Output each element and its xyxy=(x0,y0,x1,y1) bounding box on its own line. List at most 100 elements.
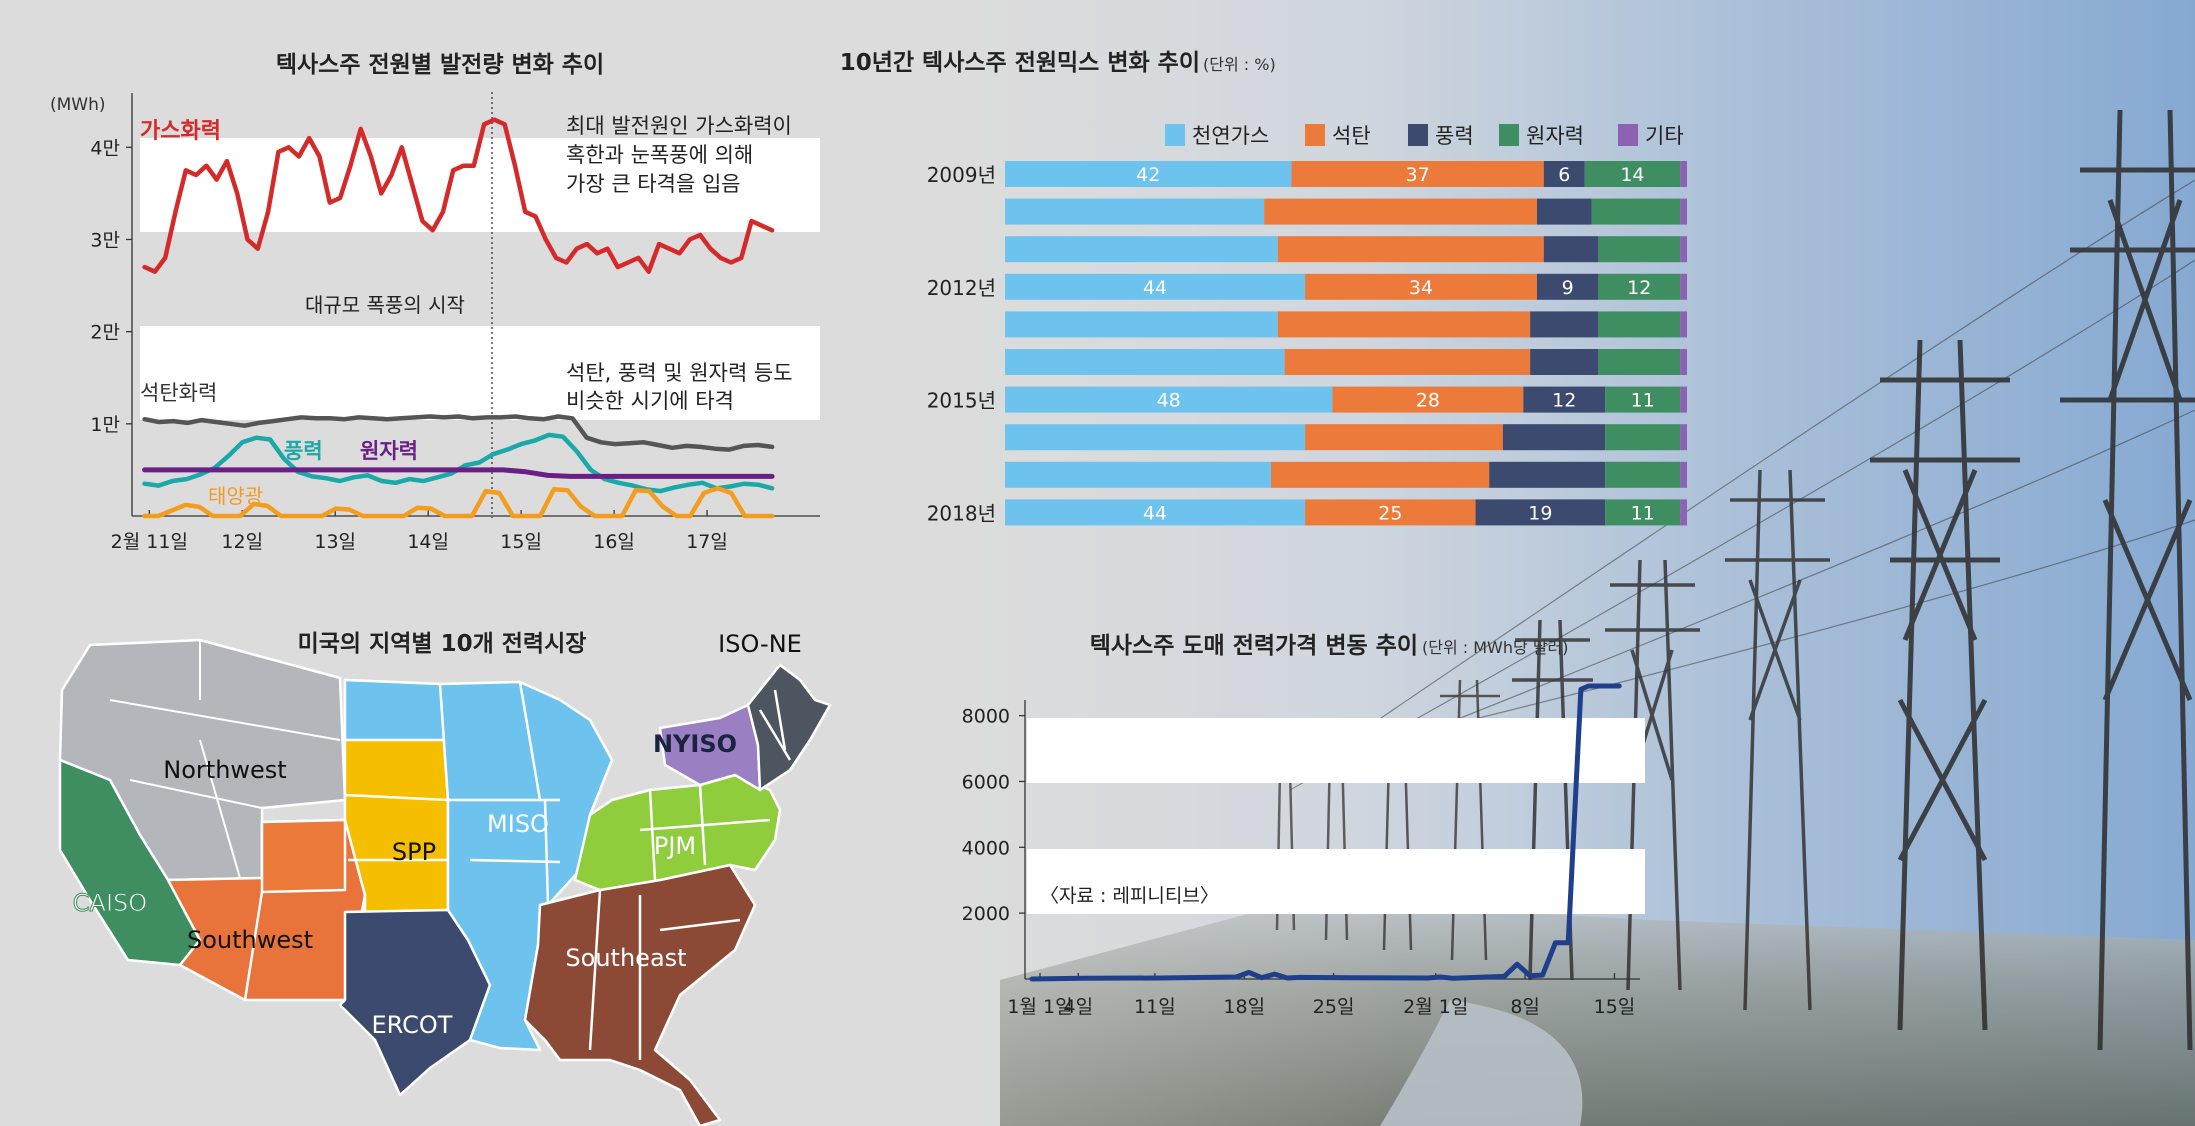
legend-item-gas: 천연가스 xyxy=(1165,124,1269,148)
x-tick-label: 2월 1일 xyxy=(1403,996,1468,1018)
legend-item-other: 기타 xyxy=(1618,124,1684,148)
mix-segment-nuclear xyxy=(1598,349,1681,375)
series-line-gas xyxy=(142,117,775,274)
mix-segment-wind xyxy=(1475,499,1606,526)
mix-segment-gas xyxy=(1005,424,1306,451)
region-miso-dakota xyxy=(343,678,450,742)
mix-segment-gas xyxy=(1005,273,1306,300)
legend-item-wind: 풍력 xyxy=(1408,124,1474,148)
x-tick-label: 2월 11일 xyxy=(111,531,188,553)
map-label-miso: MISO xyxy=(487,810,549,838)
mix-segment-gas xyxy=(1005,349,1285,375)
mix-segment-other xyxy=(1680,424,1687,451)
annotation-others-line2: 비슷한 시기에 타격 xyxy=(566,389,734,413)
y-tick-label: 8000 xyxy=(962,706,1010,728)
mix-value-label: 19 xyxy=(1528,502,1552,524)
y-tick-label: 1만 xyxy=(90,414,120,436)
map-label-iso-ne: ISO-NE xyxy=(718,630,802,658)
price-chart-title: 텍사스주 도매 전력가격 변동 추이 xyxy=(1090,633,1418,659)
mix-row: 2015년 48 28 12 11 xyxy=(927,386,1687,413)
map-label-pjm: PJM xyxy=(654,832,696,860)
mix-value-label: 42 xyxy=(1136,164,1160,186)
mix-row xyxy=(1005,236,1687,263)
annotation-gas-line3: 가장 큰 타격을 입음 xyxy=(566,172,741,196)
x-tick-label: 13일 xyxy=(314,531,356,553)
mix-segment-coal xyxy=(1291,161,1544,187)
x-tick-label: 12일 xyxy=(221,531,263,553)
us-power-market-map: 미국의 지역별 10개 전력시장 xyxy=(58,630,832,1126)
legend-label: 기타 xyxy=(1645,124,1684,148)
mix-segment-gas xyxy=(1005,386,1333,413)
map-label-northwest: Northwest xyxy=(163,756,286,784)
miso-state-borders xyxy=(448,681,561,906)
mix-segment-wind xyxy=(1502,424,1606,451)
generation-band-upper xyxy=(140,138,820,232)
mix-value-label: 44 xyxy=(1143,502,1167,524)
y-tick-label: 4만 xyxy=(90,137,120,159)
mix-segment-nuclear xyxy=(1605,424,1681,451)
mix-segment-coal xyxy=(1305,499,1476,526)
mix-value-label: 14 xyxy=(1620,164,1644,186)
price-chart: 텍사스주 도매 전력가격 변동 추이 (단위 : MWh당 달러) 2000 40… xyxy=(962,633,1645,1018)
mix-segment-coal xyxy=(1270,461,1490,488)
legend-label: 풍력 xyxy=(1435,124,1474,148)
mix-segment-gas xyxy=(1005,461,1271,488)
mix-segment-coal xyxy=(1284,349,1531,375)
mix-segment-wind xyxy=(1543,161,1585,187)
y-tick-label: 2만 xyxy=(90,322,120,344)
price-series xyxy=(1029,683,1622,982)
mix-value-label: 48 xyxy=(1157,390,1181,412)
power-mix-unit: (단위 : %) xyxy=(1203,55,1276,74)
price-line xyxy=(1029,683,1622,982)
price-source: 〈자료 : 레피니티브〉 xyxy=(1040,885,1219,907)
mix-segment-nuclear xyxy=(1598,273,1681,300)
generation-y-unit: (MWh) xyxy=(50,95,106,115)
y-tick-label: 6000 xyxy=(962,771,1010,793)
mix-value-label: 44 xyxy=(1143,277,1167,299)
x-tick-label: 16일 xyxy=(593,531,635,553)
generation-x-ticks: 2월 11일 12일 13일 14일 15일 16일 17일 xyxy=(111,510,728,553)
map-label-nyiso: NYISO xyxy=(653,730,737,758)
mix-value-label: 12 xyxy=(1627,277,1651,299)
y-tick-label: 3만 xyxy=(90,229,120,251)
generation-y-ticks: 1만 2만 3만 4만 xyxy=(90,137,132,436)
x-tick-label: 15일 xyxy=(1594,996,1636,1018)
legend-swatch xyxy=(1305,124,1325,146)
iso-ne-state-borders xyxy=(758,689,792,761)
x-tick-label: 17일 xyxy=(686,531,728,553)
mix-segment-wind xyxy=(1530,311,1599,338)
mix-row xyxy=(1005,311,1687,338)
x-tick-label: 25일 xyxy=(1313,996,1355,1018)
legend-swatch xyxy=(1618,124,1638,146)
map-label-southwest: Southwest xyxy=(187,926,313,954)
mix-value-label: 6 xyxy=(1558,164,1570,186)
mix-segment-gas xyxy=(1005,198,1265,225)
mix-segment-wind xyxy=(1523,386,1606,413)
mix-segment-gas xyxy=(1005,161,1292,187)
mix-segment-wind xyxy=(1489,461,1606,488)
mix-row: 2018년 44 25 19 11 xyxy=(927,499,1687,526)
mix-segment-gas xyxy=(1005,236,1278,263)
map-label-southeast: Southeast xyxy=(565,944,686,972)
mix-value-label: 11 xyxy=(1631,502,1655,524)
mix-value-label: 25 xyxy=(1378,502,1402,524)
series-label-nuclear: 원자력 xyxy=(360,439,418,463)
mix-row xyxy=(1005,424,1687,451)
mix-value-label: 12 xyxy=(1552,390,1576,412)
mix-segment-gas xyxy=(1005,311,1278,338)
price-y-ticks: 2000 4000 6000 8000 xyxy=(962,706,1025,925)
generation-series xyxy=(142,117,775,519)
x-tick-label: 1월 1일 xyxy=(1007,996,1072,1018)
x-tick-label: 4일 xyxy=(1064,996,1094,1018)
mix-segment-other xyxy=(1680,236,1687,263)
generation-band-lower xyxy=(140,326,820,420)
mix-value-label: 34 xyxy=(1409,277,1433,299)
y-tick-label: 4000 xyxy=(962,837,1010,859)
mix-segment-other xyxy=(1680,386,1687,413)
mix-segment-nuclear xyxy=(1605,461,1681,488)
legend-swatch xyxy=(1499,124,1519,146)
mix-segment-wind xyxy=(1530,349,1599,375)
legend-item-nuclear: 원자력 xyxy=(1499,124,1584,148)
